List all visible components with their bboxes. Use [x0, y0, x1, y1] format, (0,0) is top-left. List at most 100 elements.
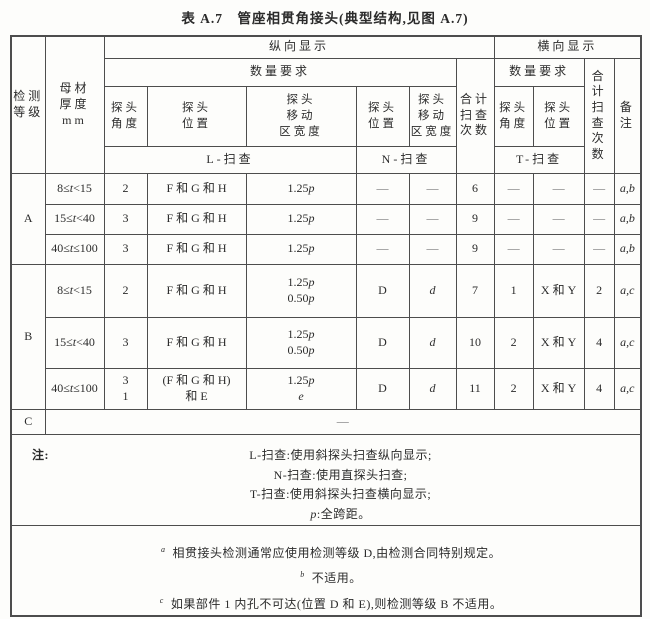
table-row-footnotes: a 相贯接头检测通常应使用检测等级 D,由检测合同特别规定。 b 不适用。 c 如果部… — [10, 524, 642, 617]
l-width-cell: 1.25p — [245, 203, 357, 235]
thickness-cell: 40≤t≤100 — [44, 367, 105, 410]
footnote-text: 相贯接头检测通常应使用检测等级 D,由检测合同特别规定。 — [172, 545, 502, 560]
l-angle-cell: 3 — [103, 233, 148, 265]
l-width-cell: 1.25p e — [245, 367, 357, 410]
header-probe-movement-width-n: 探头 移动 区宽度 — [408, 85, 457, 147]
total-t-cell: — — [583, 233, 615, 265]
l-angle-cell: 2 — [103, 263, 148, 318]
l-width-cell: 1.25p 0.50p — [245, 263, 357, 318]
footnote-marker: b — [300, 570, 305, 579]
level-cell-c: C — [10, 408, 46, 435]
total-l-cell: 9 — [455, 233, 495, 265]
header-t-scan: T-扫查 — [493, 145, 585, 174]
table-row-a1: A 8≤t<15 2 F 和 G 和 H 1.25p — — 6 — — — a… — [10, 172, 642, 265]
thickness-cell: 15≤t<40 — [44, 316, 105, 369]
note-line-p: p:全跨距。 — [310, 506, 371, 521]
t-position-cell: — — [532, 203, 585, 235]
header-quantity-requirement-longitudinal: 数量要求 — [103, 57, 457, 87]
t-position-cell: — — [532, 233, 585, 265]
table-row-notes: 注: L-扫查:使用斜探头扫查纵向显示; N-扫查:使用直探头扫查; T-扫查:… — [10, 433, 642, 526]
l-position-cell: F 和 G 和 H — [146, 172, 247, 205]
total-t-cell: — — [583, 203, 615, 235]
footnote-text: 如果部件 1 内孔不可达(位置 D 和 E),则检测等级 B 不适用。 — [170, 596, 503, 611]
remark-cell: a,c — [613, 263, 642, 318]
total-t-cell: 4 — [583, 316, 615, 369]
header-probe-angle-l: 探头 角度 — [103, 85, 148, 147]
header-probe-movement-width-l: 探头 移动 区宽度 — [245, 85, 357, 147]
header-parent-thickness: 母材 厚度 mm — [44, 35, 105, 174]
n-position-cell: D — [355, 263, 410, 318]
n-position-cell: D — [355, 316, 410, 369]
header-remarks: 备注 — [613, 57, 642, 174]
t-angle-cell: 2 — [493, 367, 534, 410]
header-row-display: 检测 等级 母材 厚度 mm 纵向显示 横向显示 — [10, 35, 642, 174]
header-transverse-display: 横向显示 — [493, 35, 642, 59]
t-angle-cell: — — [493, 203, 534, 235]
l-position-cell: F 和 G 和 H — [146, 203, 247, 235]
l-position-cell: F 和 G 和 H — [146, 263, 247, 318]
thickness-cell: 40≤t≤100 — [44, 233, 105, 265]
t-position-cell: X 和 Y — [532, 316, 585, 369]
total-l-cell: 11 — [455, 367, 495, 410]
table-title: 表 A.7 管座相贯角接头(典型结构,见图 A.7) — [181, 11, 469, 26]
header-total-scans-transverse: 合计 扫查 次数 — [583, 57, 615, 174]
footnote-text: 不适用。 — [311, 571, 362, 585]
n-width-cell: d — [408, 367, 457, 410]
table-row-a3: 40≤t≤100 3 F 和 G 和 H 1.25p — — 9 — — — a… — [11, 233, 642, 265]
footnote-a: a 相贯接头检测通常应使用检测等级 D,由检测合同特别规定。 — [30, 539, 632, 565]
remark-cell: a,b — [613, 172, 642, 205]
n-position-cell: — — [355, 233, 410, 265]
notes-section: 注: L-扫查:使用斜探头扫查纵向显示; N-扫查:使用直探头扫查; T-扫查:… — [10, 433, 642, 526]
header-n-scan: N-扫查 — [355, 145, 457, 174]
n-position-cell: — — [355, 203, 410, 235]
footnote-marker: c — [159, 595, 164, 605]
n-width-cell: d — [408, 263, 457, 318]
inspection-requirements-table: 检测 等级 母材 厚度 mm 纵向显示 横向显示 数量要求 合计 扫查 次数 数量要求 合… — [10, 35, 643, 617]
t-position-cell: X 和 Y — [532, 367, 585, 410]
l-angle-cell: 3 — [103, 203, 148, 235]
l-position-cell: (F 和 G 和 H) 和 E — [146, 367, 247, 410]
c-row-value-cell: — — [44, 408, 642, 435]
total-l-cell: 9 — [455, 203, 495, 235]
l-angle-cell: 2 — [103, 172, 148, 205]
total-t-cell: — — [583, 172, 615, 205]
t-position-cell: X 和 Y — [532, 263, 585, 318]
header-longitudinal-display: 纵向显示 — [103, 35, 495, 59]
n-width-cell: — — [408, 172, 457, 205]
header-total-scans-longitudinal: 合计 扫查 次数 — [455, 57, 495, 174]
header-probe-position-l: 探头 位置 — [146, 85, 247, 147]
header-inspection-level: 检测 等级 — [10, 35, 46, 174]
t-angle-cell: — — [493, 233, 534, 265]
t-angle-cell: 2 — [493, 316, 534, 369]
total-l-cell: 7 — [455, 263, 495, 318]
l-position-cell: F 和 G 和 H — [146, 233, 247, 265]
l-width-cell: 1.25p — [245, 233, 357, 265]
footnotes-section: a 相贯接头检测通常应使用检测等级 D,由检测合同特别规定。 b 不适用。 c 如果部… — [10, 524, 642, 617]
n-position-cell: — — [355, 172, 410, 205]
footnote-b: b 不适用。 — [30, 564, 632, 590]
note-line-n-scan: N-扫查:使用直探头扫查; — [273, 467, 408, 482]
note-line-l-scan: L-扫查:使用斜探头扫查纵向显示; — [249, 448, 432, 462]
t-position-cell: — — [532, 172, 585, 205]
header-probe-position-n: 探头 位置 — [355, 85, 410, 147]
header-quantity-requirement-transverse: 数量要求 — [493, 57, 585, 87]
table-row-b2: 15≤t<40 3 F 和 G 和 H 1.25p 0.50p D d 10 2 … — [11, 316, 642, 369]
footnote-marker: a — [160, 544, 166, 554]
remark-cell: a,b — [613, 203, 642, 235]
header-probe-angle-t: 探头 角度 — [493, 85, 534, 147]
n-width-cell: — — [408, 203, 457, 235]
t-angle-cell: 1 — [493, 263, 534, 318]
l-width-cell: 1.25p — [245, 172, 357, 205]
remark-cell: a,c — [613, 367, 642, 410]
total-t-cell: 4 — [583, 367, 615, 410]
header-row-scans: L-扫查 N-扫查 T-扫查 — [11, 145, 641, 174]
t-angle-cell: — — [493, 172, 534, 205]
notes-label: 注: — [32, 448, 49, 462]
thickness-cell: 8≤t<15 — [44, 172, 105, 205]
n-position-cell: D — [355, 367, 410, 410]
n-width-cell: d — [408, 316, 457, 369]
table-row-a2: 15≤t<40 3 F 和 G 和 H 1.25p — — 9 — — — a,… — [11, 203, 642, 235]
thickness-cell: 8≤t<15 — [44, 263, 105, 318]
remark-cell: a,c — [613, 316, 642, 369]
